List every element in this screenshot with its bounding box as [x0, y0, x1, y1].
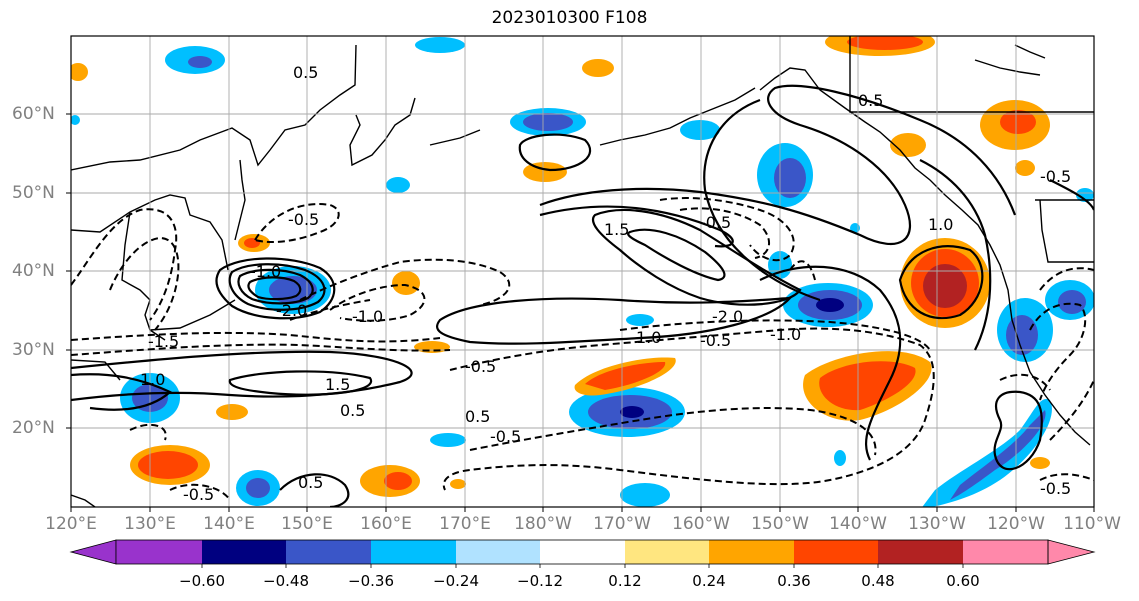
lon-label: 160°E	[360, 514, 412, 534]
colorbar-min-extend	[69, 539, 117, 565]
lon-label: 140°W	[829, 514, 887, 534]
colorbar	[69, 539, 1096, 568]
contour-label: 1.0	[140, 370, 165, 389]
colorbar-tick-label: −0.60	[179, 572, 225, 590]
colorbar-tick-label: −0.48	[263, 572, 309, 590]
colorbar-max-extend	[1047, 539, 1096, 565]
lat-label: 40°N	[12, 261, 55, 281]
colorbar-tick-label: −0.12	[517, 572, 563, 590]
contour-label: -0.5	[1040, 479, 1071, 498]
colorbar-segment	[794, 540, 878, 564]
lon-label: 150°W	[751, 514, 809, 534]
colorbar-segment	[963, 540, 1048, 564]
lat-label: 50°N	[12, 183, 55, 203]
colorbar-tick-label: 0.60	[946, 572, 980, 590]
lon-label: 140°E	[203, 514, 255, 534]
contour-label: -2.0	[276, 301, 307, 320]
colorbar-segment	[878, 540, 963, 564]
contour-label: -0.5	[288, 210, 319, 229]
lon-label: 180°W	[514, 514, 572, 534]
contour-label: 0.5	[293, 63, 318, 82]
colorbar-segment	[371, 540, 456, 564]
contour-label: 1.5	[604, 220, 629, 239]
lat-label: 60°N	[12, 104, 55, 124]
contour-label: -0.5	[183, 485, 214, 504]
colorbar-tick-label: 0.24	[692, 572, 726, 590]
contour-label: -2.0	[712, 307, 743, 326]
colorbar-segment	[286, 540, 371, 564]
colorbar-segment	[625, 540, 709, 564]
positive-contours	[71, 84, 1094, 507]
colorbar-segment	[540, 540, 625, 564]
colorbar-tick-label: 0.12	[608, 572, 642, 590]
lon-label: 130°E	[124, 514, 176, 534]
colorbar-tick-label: −0.24	[433, 572, 479, 590]
contour-label: 0.5	[465, 407, 490, 426]
colorbar-segment	[116, 540, 202, 564]
contour-label: -1.0	[770, 325, 801, 344]
lon-label: 120°W	[987, 514, 1045, 534]
lon-label: 170°W	[593, 514, 651, 534]
colorbar-outline	[115, 539, 1049, 565]
contour-label: -0.5	[490, 427, 521, 446]
negative-contours	[71, 197, 1094, 501]
contour-label: -1.0	[250, 262, 281, 281]
lat-label: 30°N	[12, 340, 55, 360]
axis-ticks	[66, 113, 1095, 512]
colorbar-tick-label: −0.36	[348, 572, 394, 590]
colorbar-segment	[456, 540, 540, 564]
colorbar-tick-label: 0.48	[861, 572, 895, 590]
lon-label: 160°W	[672, 514, 730, 534]
contour-labels: 0.5 -0.5 -1.0 -1.5 -2.0 1.0 1.5 0.5 -0.5…	[140, 63, 1071, 504]
colorbar-segment	[202, 540, 286, 564]
contour-label: -0.5	[700, 213, 731, 232]
lon-label: 130°W	[908, 514, 966, 534]
colorbar-tick-label: 0.36	[777, 572, 811, 590]
lon-label: 150°E	[281, 514, 333, 534]
lon-label: 120°E	[45, 514, 97, 534]
contour-label: -0.5	[700, 331, 731, 350]
contour-label: 1.5	[325, 375, 350, 394]
contour-label: 0.5	[340, 401, 365, 420]
lat-label: 20°N	[12, 418, 55, 438]
map-title: 2023010300 F108	[491, 8, 648, 28]
lon-label: 170°E	[439, 514, 491, 534]
contour-label: -0.5	[1040, 167, 1071, 186]
contour-label: -1.0	[352, 307, 383, 326]
contour-label: 0.5	[858, 91, 883, 110]
colorbar-segment	[709, 540, 794, 564]
lon-label: 110°W	[1063, 514, 1121, 534]
contour-label: 1.0	[636, 328, 661, 347]
contour-label: -0.5	[465, 357, 496, 376]
contour-label: -1.5	[148, 332, 179, 351]
contour-label: 1.0	[928, 215, 953, 234]
contour-label: 0.5	[298, 473, 323, 492]
